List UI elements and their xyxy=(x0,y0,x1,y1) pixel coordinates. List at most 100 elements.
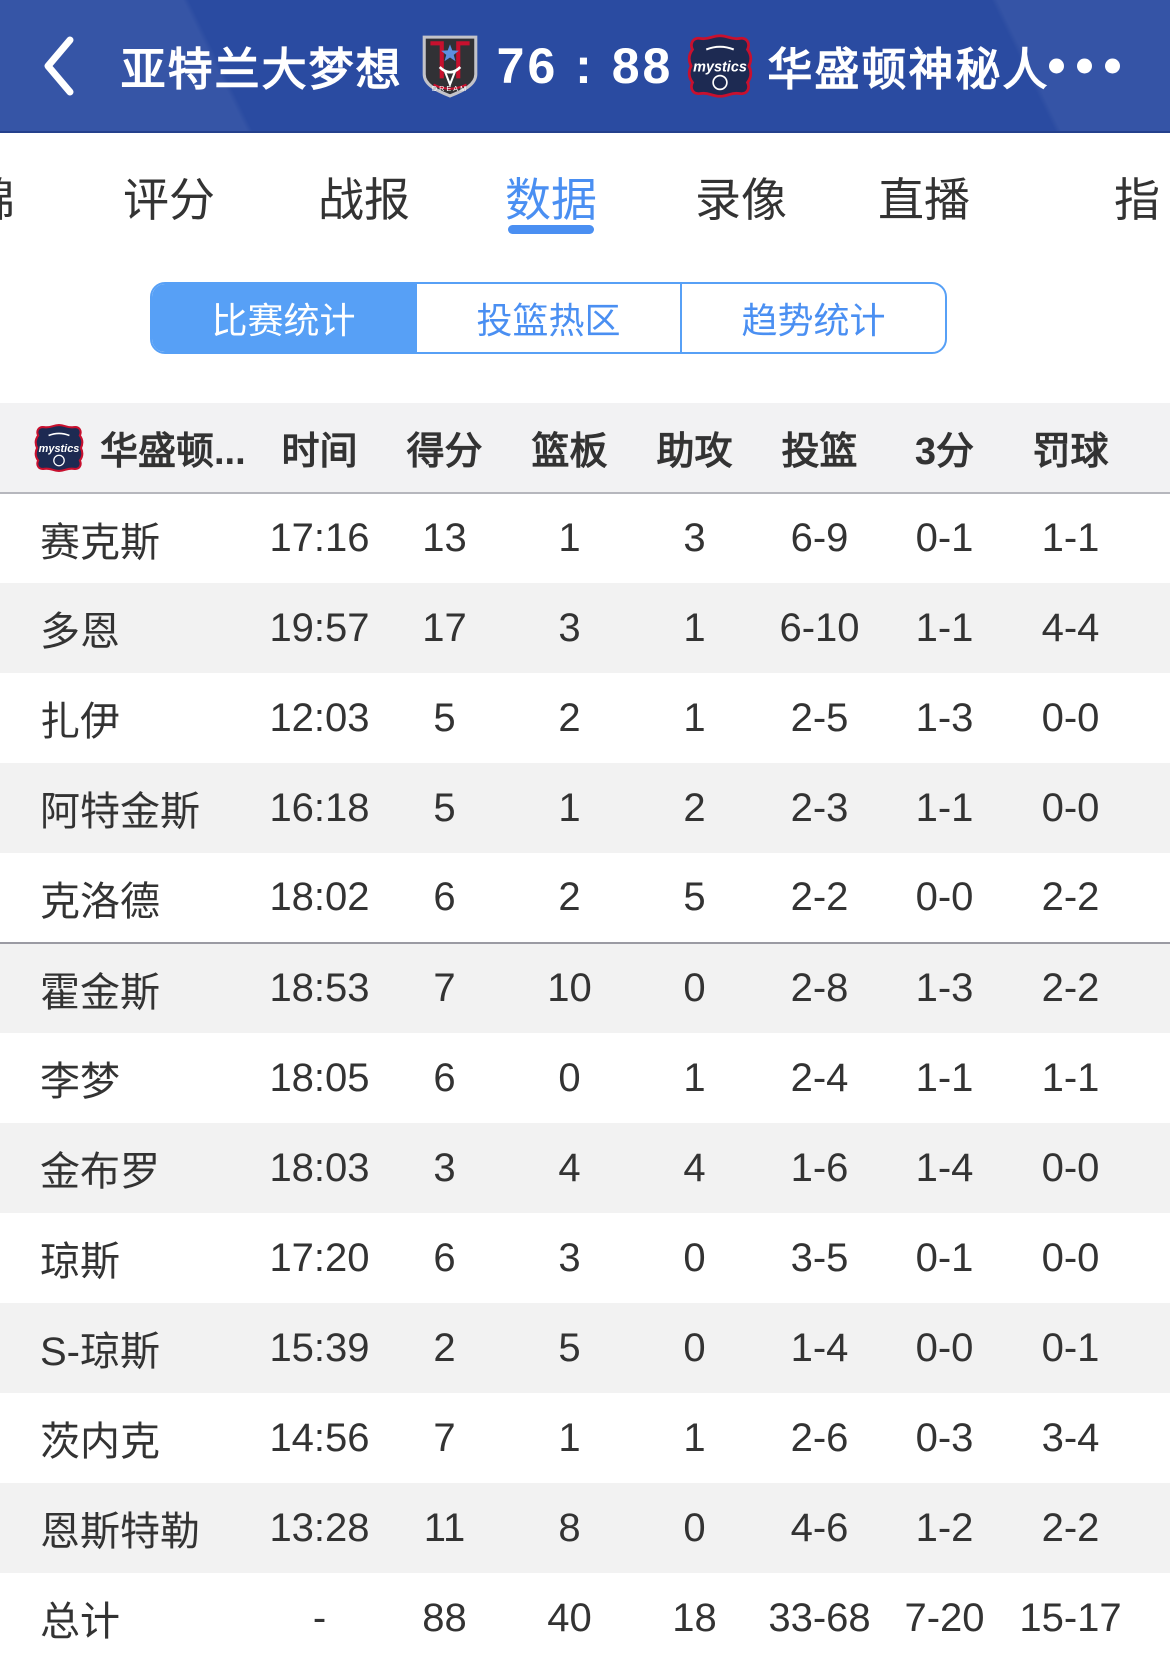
table-header-row: mystics 华盛顿... 时间 得分 篮板 助攻 投篮 3分 罚球 xyxy=(0,403,1170,494)
stat-column-header: 3分 xyxy=(882,403,1007,494)
stat-cell: 1-4 xyxy=(790,1325,849,1370)
tab-highlights-partial[interactable]: 锦 xyxy=(0,133,15,260)
stat-cell: 10 xyxy=(507,942,632,1033)
stat-column-header: 投篮 xyxy=(757,403,882,494)
player-row[interactable]: 多恩 19:57 17 3 1 6-10 1-1 4-4 xyxy=(0,583,1170,673)
stat-cell: 0 xyxy=(683,1325,706,1370)
stat-cell: 18:53 xyxy=(257,942,382,1033)
stat-cell: 0-1 xyxy=(1041,1325,1100,1370)
player-name: 李梦 xyxy=(40,1060,120,1104)
stat-cell: 1-1 xyxy=(1041,1055,1100,1100)
stat-cell: 6 xyxy=(433,1235,456,1280)
stat-cell: 0-1 xyxy=(915,516,974,560)
team-label: 华盛顿... xyxy=(100,431,246,473)
stat-cell: 2-2 xyxy=(790,875,849,919)
stat-cell: 5 xyxy=(433,785,456,830)
stat-cell: 4-6 xyxy=(790,1505,849,1550)
box-score-table: mystics 华盛顿... 时间 得分 篮板 助攻 投篮 3分 罚球 赛克斯 17:16 13… xyxy=(0,403,1170,1663)
stat-cell: 16:18 xyxy=(269,785,370,830)
stat-cell: 1-3 xyxy=(915,695,974,740)
svg-text:mystics: mystics xyxy=(693,59,747,75)
subtab-game-stats[interactable]: 比赛统计 xyxy=(152,284,415,352)
home-team-name: 亚特兰大梦想 xyxy=(120,44,403,95)
stat-cell: 1 xyxy=(558,1415,581,1460)
stat-cell: 1-6 xyxy=(790,1145,849,1190)
tab-video[interactable]: 录像 xyxy=(695,173,787,226)
player-row[interactable]: 茨内克 14:56 7 1 1 2-6 0-3 3-4 xyxy=(0,1393,1170,1483)
player-name: 阿特金斯 xyxy=(40,790,200,834)
stat-cell: 4 xyxy=(683,1145,706,1190)
back-button[interactable] xyxy=(42,34,82,98)
player-row[interactable]: 克洛德 18:02 6 2 5 2-2 0-0 2-2 xyxy=(0,853,1170,943)
stat-cell: 0-0 xyxy=(1041,1235,1100,1280)
player-row[interactable]: 金布罗 18:03 3 4 4 1-6 1-4 0-0 xyxy=(0,1123,1170,1213)
tab-report[interactable]: 战报 xyxy=(318,173,410,226)
subtab-shot-chart[interactable]: 投篮热区 xyxy=(415,284,680,352)
stat-cell: 7 xyxy=(382,942,507,1033)
stat-cell: 1-3 xyxy=(882,942,1007,1033)
total-label: 总计 xyxy=(40,1600,120,1644)
player-name: 金布罗 xyxy=(40,1150,160,1194)
stat-cell: 4-4 xyxy=(1041,605,1100,650)
player-row[interactable]: S-琼斯 15:39 2 5 0 1-4 0-0 0-1 xyxy=(0,1303,1170,1393)
washington-mystics-logo: mystics xyxy=(688,33,753,98)
stat-cell: 2 xyxy=(433,1325,456,1370)
stat-cell: 1 xyxy=(558,516,581,560)
stat-cell: 0 xyxy=(683,1505,706,1550)
ellipsis-icon xyxy=(1049,58,1064,73)
stat-cell: 18:03 xyxy=(269,1145,370,1190)
stat-cell: 1 xyxy=(558,785,581,830)
stat-cell: 7 xyxy=(433,1415,456,1460)
stat-cell: 3 xyxy=(433,1145,456,1190)
stat-cell: 1-1 xyxy=(915,605,974,650)
stat-cell: 2-8 xyxy=(757,942,882,1033)
stat-cell: 1-4 xyxy=(915,1145,974,1190)
stat-cell: 0 xyxy=(632,942,757,1033)
stat-cell: 8 xyxy=(558,1505,581,1550)
stat-cell: 2-2 xyxy=(1041,875,1100,919)
stat-cell: 6-10 xyxy=(779,605,860,650)
player-name: 多恩 xyxy=(40,610,120,654)
stat-cell: 0-0 xyxy=(915,875,974,919)
washington-mystics-logo: mystics xyxy=(34,423,84,472)
player-row[interactable]: 霍金斯 18:53 7 10 0 2-8 1-3 2-2 xyxy=(0,942,1170,1033)
stat-cell: 18 xyxy=(672,1595,717,1640)
player-row[interactable]: 扎伊 12:03 5 2 1 2-5 1-3 0-0 xyxy=(0,673,1170,763)
stat-cell: 3-5 xyxy=(790,1235,849,1280)
stat-cell: 11 xyxy=(423,1505,466,1550)
chevron-left-icon xyxy=(44,36,74,95)
tab-data[interactable]: 数据 xyxy=(505,173,597,226)
more-button[interactable] xyxy=(1049,58,1120,73)
stat-column-header: 时间 xyxy=(257,403,382,494)
stat-column-header: 罚球 xyxy=(1007,403,1170,494)
match-score-header: 亚特兰大梦想 DREAM 76 : 88 mystics 华盛顿神秘人 xyxy=(0,0,1170,131)
stat-cell: 18:05 xyxy=(269,1055,370,1100)
stat-cell: 2 xyxy=(683,785,706,830)
player-row[interactable]: 阿特金斯 16:18 5 1 2 2-3 1-1 0-0 xyxy=(0,763,1170,853)
stat-cell: 0-0 xyxy=(915,1325,974,1370)
stat-cell: 4 xyxy=(558,1145,581,1190)
stat-cell: 5 xyxy=(433,695,456,740)
active-tab-underline xyxy=(508,225,594,234)
player-row[interactable]: 恩斯特勒 13:28 11 8 0 4-6 1-2 2-2 xyxy=(0,1483,1170,1573)
player-row[interactable]: 琼斯 17:20 6 3 0 3-5 0-1 0-0 xyxy=(0,1213,1170,1303)
stat-cell: 1-1 xyxy=(915,1055,974,1100)
tab-live[interactable]: 直播 xyxy=(878,173,970,226)
stat-cell: 33-68 xyxy=(768,1595,871,1640)
table-body: 赛克斯 17:16 13 1 3 6-9 0-1 1-1 多恩 19:57 17 3 1 6-10 1-1 4… xyxy=(0,493,1170,1663)
tab-odds-partial[interactable]: 指 xyxy=(1114,173,1160,226)
stat-cell: 19:57 xyxy=(269,605,370,650)
stat-cell: 0-0 xyxy=(1041,1145,1100,1190)
player-row[interactable]: 李梦 18:05 6 0 1 2-4 1-1 1-1 xyxy=(0,1033,1170,1123)
score-text: 76 : 88 xyxy=(496,37,674,94)
away-team-name: 华盛顿神秘人 xyxy=(767,44,1050,95)
stat-cell: 18:02 xyxy=(269,875,370,919)
tab-rating[interactable]: 评分 xyxy=(123,173,215,226)
nav-tab-bar: 锦 评分 战报 数据 录像 直播 指 xyxy=(0,133,1170,260)
subtab-trend-stats[interactable]: 趋势统计 xyxy=(680,284,945,352)
player-row[interactable]: 赛克斯 17:16 13 1 3 6-9 0-1 1-1 xyxy=(0,493,1170,583)
stat-subtab-area: 比赛统计 投篮热区 趋势统计 xyxy=(0,260,1170,403)
stat-cell: 17:20 xyxy=(269,1235,370,1280)
svg-text:DREAM: DREAM xyxy=(431,83,467,92)
player-name: 霍金斯 xyxy=(0,942,257,1033)
